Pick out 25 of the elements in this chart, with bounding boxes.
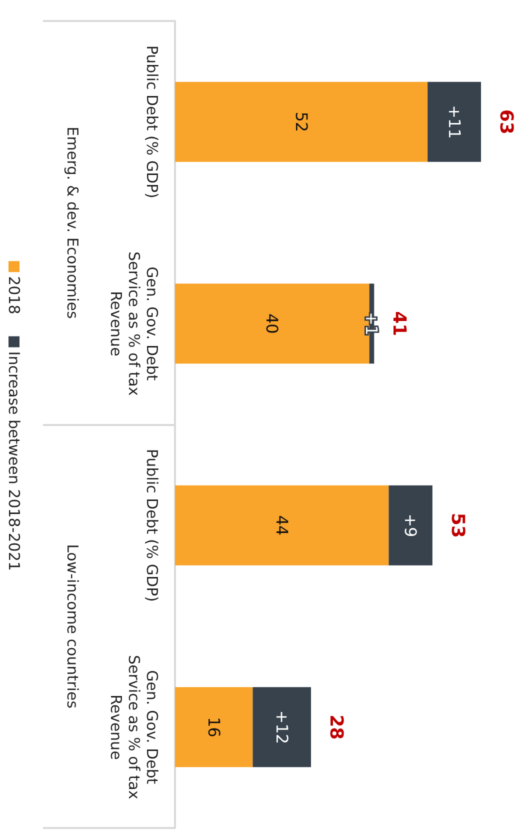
bar	[252, 687, 311, 768]
y-tick-label: Public Debt (% GDP)	[143, 45, 161, 198]
data-label: 40	[262, 313, 282, 334]
total-label: 63	[496, 109, 516, 134]
data-label: +11	[444, 104, 464, 139]
legend-label: 2018	[5, 276, 23, 314]
bar	[388, 485, 432, 566]
total-label: 28	[326, 714, 346, 740]
data-label: 52	[292, 112, 311, 132]
y-tick-label: Gen. Gov. Debt Service as % of tax Revenue	[107, 655, 161, 800]
total-label: 41	[388, 311, 410, 336]
data-label: 16	[204, 716, 224, 738]
bar	[175, 485, 389, 566]
bar	[428, 82, 481, 162]
bar	[175, 687, 253, 768]
y-tick-label: Public Debt (% GDP)	[143, 448, 161, 602]
data-label: +9	[401, 514, 420, 538]
text: Low-income countries	[64, 544, 82, 709]
total-label: 53	[446, 512, 468, 538]
data-label: +12	[272, 710, 292, 744]
text: Emerg. & dev. Economies	[64, 126, 82, 320]
legend-label: Increase between 2018-2021	[5, 351, 23, 571]
data-label: 44	[272, 515, 292, 536]
bar	[175, 82, 428, 162]
y-tick-label: Gen. Gov. Debt Service as % of tax Revenue	[107, 252, 161, 396]
